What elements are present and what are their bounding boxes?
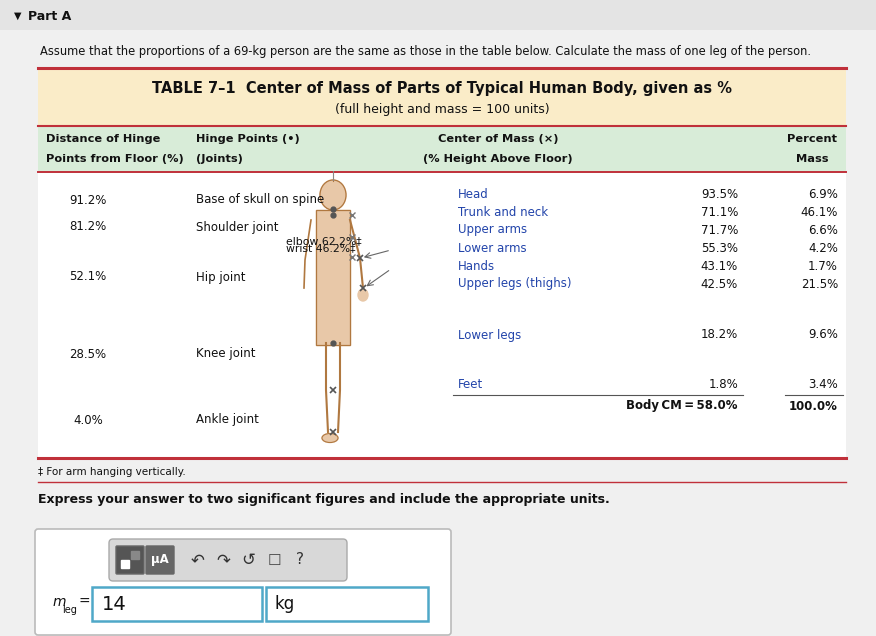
- Text: 1.7%: 1.7%: [809, 259, 838, 272]
- Text: 100.0%: 100.0%: [789, 399, 838, 413]
- Text: Distance of Hinge: Distance of Hinge: [46, 134, 160, 144]
- Text: 28.5%: 28.5%: [69, 347, 107, 361]
- Text: wrist 46.2%‡: wrist 46.2%‡: [286, 243, 356, 253]
- Ellipse shape: [358, 289, 368, 301]
- Text: 71.7%: 71.7%: [701, 223, 738, 237]
- Text: ↷: ↷: [216, 551, 230, 569]
- Text: 18.2%: 18.2%: [701, 329, 738, 342]
- FancyBboxPatch shape: [109, 539, 347, 581]
- Text: 4.2%: 4.2%: [809, 242, 838, 254]
- Text: Trunk and neck: Trunk and neck: [458, 205, 548, 219]
- Text: $m$: $m$: [52, 595, 67, 609]
- Text: 55.3%: 55.3%: [701, 242, 738, 254]
- Text: Upper arms: Upper arms: [458, 223, 527, 237]
- Text: Part A: Part A: [28, 10, 71, 22]
- Text: 81.2%: 81.2%: [69, 221, 107, 233]
- Text: Base of skull on spine: Base of skull on spine: [196, 193, 324, 207]
- Text: ↶: ↶: [191, 551, 205, 569]
- Text: Knee joint: Knee joint: [196, 347, 256, 361]
- FancyBboxPatch shape: [146, 546, 174, 574]
- FancyBboxPatch shape: [116, 546, 144, 574]
- Bar: [92, 587, 262, 621]
- Ellipse shape: [320, 180, 346, 210]
- Text: (% Height Above Floor): (% Height Above Floor): [423, 154, 573, 164]
- Text: ‡ For arm hanging vertically.: ‡ For arm hanging vertically.: [38, 467, 186, 477]
- Text: 42.5%: 42.5%: [701, 277, 738, 291]
- Text: Upper legs (thighs): Upper legs (thighs): [458, 277, 571, 291]
- Text: 9.6%: 9.6%: [809, 329, 838, 342]
- Text: ↺: ↺: [241, 551, 255, 569]
- Bar: [38, 68, 846, 126]
- Text: ▼: ▼: [14, 11, 22, 21]
- Bar: [316, 210, 350, 345]
- Text: Assume that the proportions of a 69-kg person are the same as those in the table: Assume that the proportions of a 69-kg p…: [40, 46, 811, 59]
- Bar: [0, 0, 876, 30]
- Text: elbow 62.2%‡: elbow 62.2%‡: [286, 236, 362, 246]
- Text: 46.1%: 46.1%: [801, 205, 838, 219]
- Text: Ankle joint: Ankle joint: [196, 413, 259, 427]
- Text: Hinge Points (•): Hinge Points (•): [196, 134, 300, 144]
- Text: leg: leg: [62, 605, 77, 615]
- Text: kg: kg: [274, 595, 294, 613]
- Text: 71.1%: 71.1%: [701, 205, 738, 219]
- Text: Mass: Mass: [795, 154, 828, 164]
- Text: μA: μA: [152, 553, 169, 567]
- Text: 4.0%: 4.0%: [73, 413, 102, 427]
- Text: (full height and mass = 100 units): (full height and mass = 100 units): [335, 104, 549, 116]
- Text: 52.1%: 52.1%: [69, 270, 107, 284]
- Bar: [316, 210, 350, 345]
- Text: 6.9%: 6.9%: [809, 188, 838, 200]
- Text: Lower legs: Lower legs: [458, 329, 521, 342]
- Text: Head: Head: [458, 188, 489, 200]
- Text: 6.6%: 6.6%: [809, 223, 838, 237]
- Text: Body CM = 58.0%: Body CM = 58.0%: [626, 399, 738, 413]
- Text: 93.5%: 93.5%: [701, 188, 738, 200]
- Text: 21.5%: 21.5%: [801, 277, 838, 291]
- Text: 1.8%: 1.8%: [709, 378, 738, 392]
- Text: ☐: ☐: [268, 553, 281, 567]
- Text: Points from Floor (%): Points from Floor (%): [46, 154, 184, 164]
- Bar: [38, 126, 846, 172]
- Bar: [266, 587, 428, 621]
- Text: ?: ?: [296, 553, 304, 567]
- Bar: [121, 560, 129, 568]
- Text: TABLE 7–1  Center of Mass of Parts of Typical Human Body, given as %: TABLE 7–1 Center of Mass of Parts of Typ…: [152, 81, 732, 95]
- Bar: [131, 551, 139, 559]
- Text: (Joints): (Joints): [196, 154, 243, 164]
- Text: Percent: Percent: [787, 134, 837, 144]
- Text: =: =: [79, 595, 90, 609]
- Text: Hip joint: Hip joint: [196, 270, 245, 284]
- Text: 91.2%: 91.2%: [69, 193, 107, 207]
- Text: Lower arms: Lower arms: [458, 242, 526, 254]
- Text: 43.1%: 43.1%: [701, 259, 738, 272]
- Text: Feet: Feet: [458, 378, 484, 392]
- Ellipse shape: [322, 434, 338, 443]
- Bar: [38, 172, 846, 458]
- FancyBboxPatch shape: [35, 529, 451, 635]
- Text: Hands: Hands: [458, 259, 495, 272]
- Text: 3.4%: 3.4%: [809, 378, 838, 392]
- Text: Center of Mass (×): Center of Mass (×): [438, 134, 558, 144]
- Text: 14: 14: [102, 595, 127, 614]
- Text: Express your answer to two significant figures and include the appropriate units: Express your answer to two significant f…: [38, 494, 610, 506]
- Text: Shoulder joint: Shoulder joint: [196, 221, 279, 233]
